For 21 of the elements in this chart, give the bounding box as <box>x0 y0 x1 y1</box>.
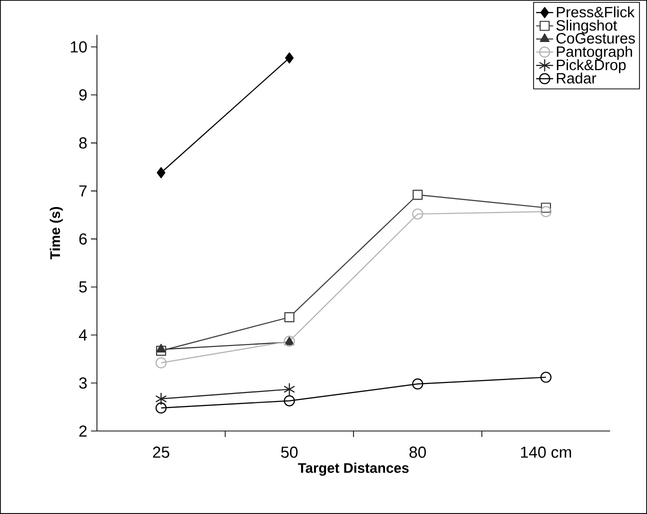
y-tick-label: 10 <box>70 41 87 53</box>
y-tick-label: 3 <box>79 377 87 389</box>
legend-label: Slingshot <box>556 20 618 34</box>
x-tick-label: 140 cm <box>521 446 572 458</box>
legend-label: Radar <box>556 72 596 84</box>
y-tick-label: 8 <box>79 137 87 149</box>
legend-label: Pantograph <box>556 46 632 60</box>
x-axis-title: Target Distances <box>298 462 409 476</box>
legend-label: Pick&Drop <box>556 59 626 74</box>
y-tick-label: 5 <box>79 281 87 293</box>
y-tick-label: 7 <box>79 185 87 196</box>
x-tick-label: 25 <box>153 446 170 458</box>
legend-label: CoGestures <box>556 33 635 44</box>
y-tick-label: 9 <box>79 89 87 101</box>
y-tick-label: 2 <box>79 425 87 437</box>
y-axis-title: Time (s) <box>50 207 63 260</box>
x-tick-label: 80 <box>409 446 426 458</box>
y-tick-label: 4 <box>78 330 87 340</box>
y-tick-label: 6 <box>79 233 87 245</box>
x-tick-label: 50 <box>281 446 298 458</box>
legend-label: Press&Flick <box>556 6 635 18</box>
